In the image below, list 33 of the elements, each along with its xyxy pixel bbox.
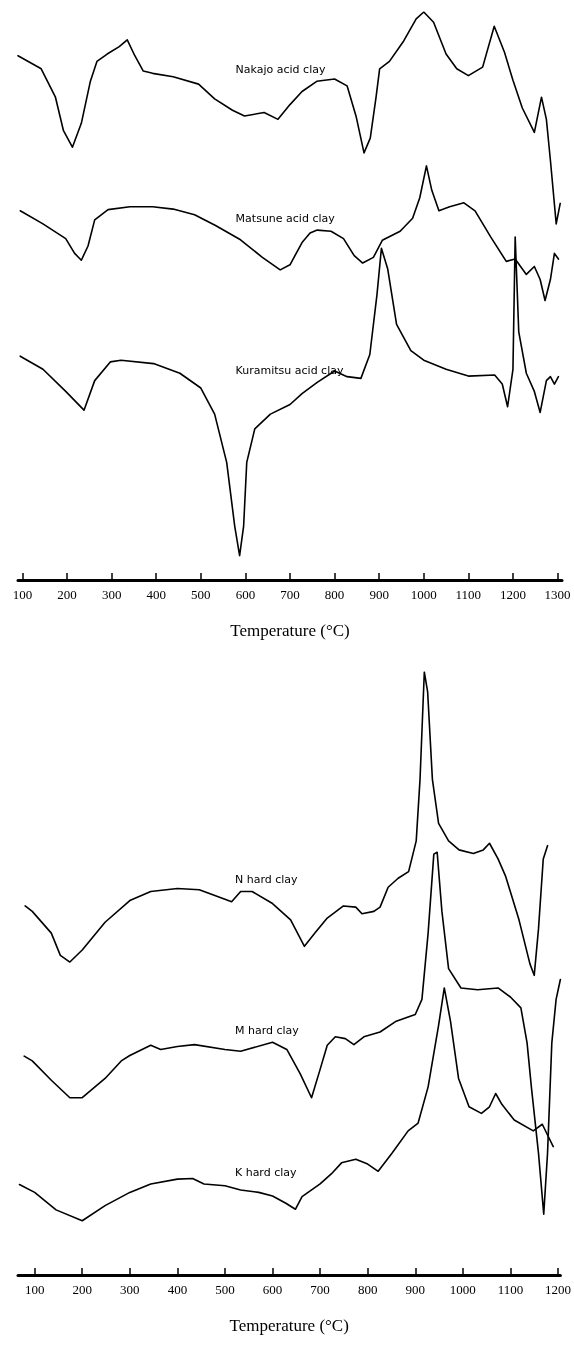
x-tick-label: 600 (235, 587, 256, 602)
x-axis-title: Temperature (°C) (229, 1316, 349, 1335)
series-label: Kuramitsu acid clay (235, 364, 344, 378)
x-tick-label: 1100 (497, 1282, 524, 1297)
x-tick-label: 1000 (410, 587, 437, 602)
x-tick-label: 200 (72, 1282, 92, 1297)
x-tick-label: 500 (191, 587, 211, 602)
x-tick-label: 500 (215, 1282, 235, 1297)
x-tick-label: 1300 (544, 587, 571, 602)
x-tick-label: 900 (405, 1282, 426, 1297)
series-label: N hard clay (234, 873, 299, 887)
x-tick-label: 1100 (455, 587, 482, 602)
x-tick-label: 700 (310, 1282, 330, 1297)
x-tick-label: 300 (101, 587, 122, 602)
x-tick-label: 600 (262, 1282, 283, 1297)
series-label: Matsune acid clay (235, 212, 336, 226)
x-tick-label: 400 (167, 1282, 188, 1297)
series-label: M hard clay (234, 1024, 300, 1038)
x-tick-label: 1200 (499, 587, 526, 602)
x-tick-label: 1000 (449, 1282, 476, 1297)
series-label: K hard clay (234, 1165, 298, 1179)
x-tick-label: 1200 (545, 1282, 571, 1297)
series-label: Nakajo acid clay (235, 63, 326, 77)
x-tick-label: 100 (12, 587, 33, 602)
x-tick-label: 200 (57, 587, 77, 602)
x-axis-title: Temperature (°C) (230, 621, 350, 640)
x-tick-label: 700 (280, 587, 300, 602)
x-tick-label: 300 (120, 1282, 140, 1297)
x-tick-label: 800 (357, 1282, 378, 1297)
x-tick-label: 800 (324, 587, 345, 602)
x-tick-label: 900 (369, 587, 389, 602)
x-tick-label: 400 (146, 587, 166, 602)
x-tick-label: 100 (24, 1282, 45, 1297)
